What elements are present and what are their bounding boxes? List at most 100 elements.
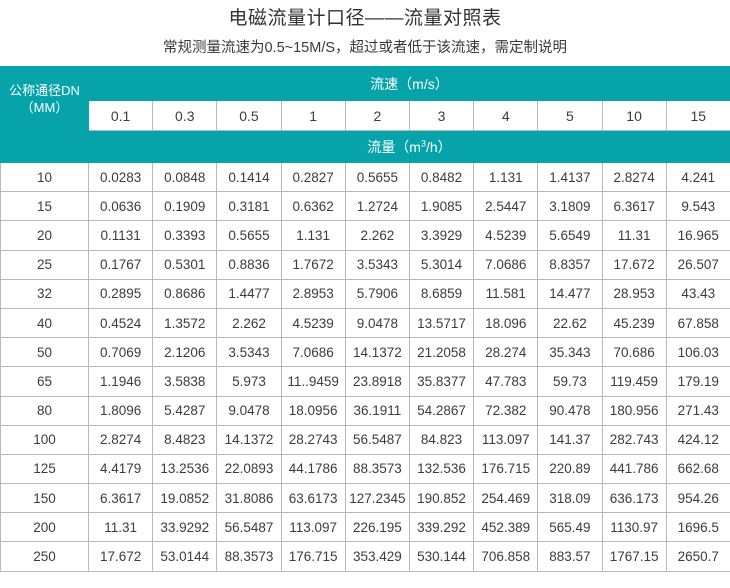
cell-flow-value: 662.68 <box>665 453 730 485</box>
cell-flow-value: 0.5301 <box>152 249 218 280</box>
cell-flow-value: 11.31 <box>87 512 154 543</box>
cell-flow-value: 0.2895 <box>87 278 154 309</box>
cell-flow-value: 22.0893 <box>216 453 282 485</box>
cell-flow-value: 0.0636 <box>87 191 154 222</box>
table-row: 200 11.31 33.9292 56.5487 113.097 226.195 339.… <box>0 512 730 543</box>
cell-flow-value: 127.2345 <box>344 483 410 514</box>
cell-flow-value: 5.7906 <box>344 278 410 309</box>
cell-flow-value: 883.57 <box>537 541 603 572</box>
cell-flow-value: 1.9085 <box>408 191 475 222</box>
header-velocity-1: 0.3 <box>152 100 218 131</box>
cell-flow-value: 90.478 <box>537 395 603 426</box>
cell-flow-value: 2.1206 <box>152 337 218 368</box>
cell-flow-value: 424.12 <box>665 424 730 455</box>
cell-flow-value: 35.8377 <box>408 366 475 397</box>
cell-flow-value: 318.09 <box>537 483 603 514</box>
cell-flow-value: 3.3929 <box>408 220 475 251</box>
cell-flow-value: 11.581 <box>473 278 539 309</box>
cell-nominal-diameter: 15 <box>0 191 89 222</box>
cell-nominal-diameter: 150 <box>0 483 89 514</box>
cell-flow-value: 1767.15 <box>601 541 667 572</box>
cell-flow-value: 4.5239 <box>473 220 539 251</box>
table-row: 15 0.0636 0.1909 0.3181 0.6362 1.2724 1.9085 2.… <box>0 191 730 222</box>
cell-flow-value: 0.1909 <box>152 191 218 222</box>
cell-flow-value: 28.953 <box>601 278 667 309</box>
cell-flow-value: 88.3573 <box>344 453 410 485</box>
cell-flow-value: 565.49 <box>537 512 603 543</box>
cell-flow-value: 43.43 <box>665 278 730 309</box>
cell-nominal-diameter: 50 <box>0 337 89 368</box>
cell-flow-value: 21.2058 <box>408 337 475 368</box>
cell-nominal-diameter: 32 <box>0 278 89 309</box>
cell-flow-value: 84.823 <box>408 424 475 455</box>
cell-flow-value: 176.715 <box>473 453 539 485</box>
cell-flow-value: 282.743 <box>601 424 667 455</box>
cell-flow-value: 1.2724 <box>344 191 410 222</box>
cell-flow-value: 226.195 <box>344 512 410 543</box>
cell-flow-value: 5.3014 <box>408 249 475 280</box>
cell-flow-value: 179.19 <box>665 366 730 397</box>
cell-flow-value: 0.7069 <box>87 337 154 368</box>
header-velocity-0: 0.1 <box>87 100 154 131</box>
header-velocity-band: 流速（m/s） <box>88 66 730 101</box>
cell-flow-value: 9.0478 <box>216 395 282 426</box>
table-header: 公称通径DN （MM） 流速（m/s） 0.1 0.3 0.5 1 2 3 4 … <box>0 66 730 163</box>
table-row: 50 0.7069 2.1206 3.5343 7.0686 14.1372 21.2058… <box>0 337 730 368</box>
cell-flow-value: 2650.7 <box>665 541 730 572</box>
header-velocity-2: 0.5 <box>216 100 282 131</box>
table-row: 150 6.3617 19.0852 31.8086 63.6173 127.2345 19… <box>0 483 730 514</box>
header-nominal-diameter-line2: （MM） <box>20 99 69 115</box>
cell-flow-value: 1.1946 <box>87 366 154 397</box>
table-row: 32 0.2895 0.8686 1.4477 2.8953 5.7906 8.6859 11… <box>0 278 730 309</box>
cell-nominal-diameter: 25 <box>0 249 89 280</box>
header-row-flow-band: 流量（m3/h） <box>0 130 730 163</box>
header-row-velocity-band: 公称通径DN （MM） 流速（m/s） <box>0 66 730 131</box>
cell-flow-value: 106.03 <box>665 337 730 368</box>
cell-flow-value: 132.536 <box>408 453 475 485</box>
cell-flow-value: 8.6859 <box>408 278 475 309</box>
cell-flow-value: 0.0283 <box>87 161 154 193</box>
cell-flow-value: 5.973 <box>216 366 282 397</box>
cell-flow-value: 0.3181 <box>216 191 282 222</box>
cell-flow-value: 13.2536 <box>152 453 218 485</box>
page-subtitle: 常规测量流速为0.5~15M/S，超过或者低于该流速，需定制说明 <box>162 40 568 56</box>
cell-flow-value: 16.965 <box>665 220 730 251</box>
cell-flow-value: 14.1372 <box>216 424 282 455</box>
cell-flow-value: 1.8096 <box>87 395 154 426</box>
cell-flow-value: 4.5239 <box>280 307 346 339</box>
cell-flow-value: 11..9459 <box>280 366 346 397</box>
cell-flow-value: 19.0852 <box>152 483 218 514</box>
cell-flow-value: 56.5487 <box>216 512 282 543</box>
cell-nominal-diameter: 80 <box>0 395 89 426</box>
cell-flow-value: 1.131 <box>473 161 539 193</box>
cell-flow-value: 67.858 <box>665 307 730 339</box>
cell-flow-value: 0.2827 <box>280 161 346 193</box>
cell-flow-value: 9.543 <box>665 191 730 222</box>
cell-flow-value: 13.5717 <box>408 307 475 339</box>
cell-flow-value: 190.852 <box>408 483 475 514</box>
cell-flow-value: 33.9292 <box>152 512 218 543</box>
table-row: 40 0.4524 1.3572 2.262 4.5239 9.0478 13.5717 18… <box>0 307 730 339</box>
cell-flow-value: 23.8918 <box>344 366 410 397</box>
header-velocity-5: 3 <box>408 100 475 131</box>
header-velocity-8: 10 <box>601 100 667 131</box>
flow-reference-table: 公称通径DN （MM） 流速（m/s） 0.1 0.3 0.5 1 2 3 4 … <box>0 66 730 572</box>
cell-flow-value: 5.4287 <box>152 395 218 426</box>
table-row: 250 17.672 53.0144 88.3573 176.715 353.429 530… <box>0 541 730 572</box>
cell-flow-value: 8.8357 <box>537 249 603 280</box>
cell-flow-value: 0.5655 <box>344 161 410 193</box>
cell-flow-value: 0.8482 <box>408 161 475 193</box>
cell-flow-value: 9.0478 <box>344 307 410 339</box>
cell-flow-value: 72.382 <box>473 395 539 426</box>
cell-flow-value: 954.26 <box>665 483 730 514</box>
cell-flow-value: 5.6549 <box>537 220 603 251</box>
cell-flow-value: 2.262 <box>216 307 282 339</box>
cell-flow-value: 0.1414 <box>216 161 282 193</box>
cell-flow-value: 1.4477 <box>216 278 282 309</box>
table-row: 10 0.0283 0.0848 0.1414 0.2827 0.5655 0.8482 1.… <box>0 161 730 193</box>
header-velocity-7: 5 <box>537 100 603 131</box>
cell-flow-value: 452.389 <box>473 512 539 543</box>
header-velocity-3: 1 <box>280 100 346 131</box>
cell-flow-value: 88.3573 <box>216 541 282 572</box>
